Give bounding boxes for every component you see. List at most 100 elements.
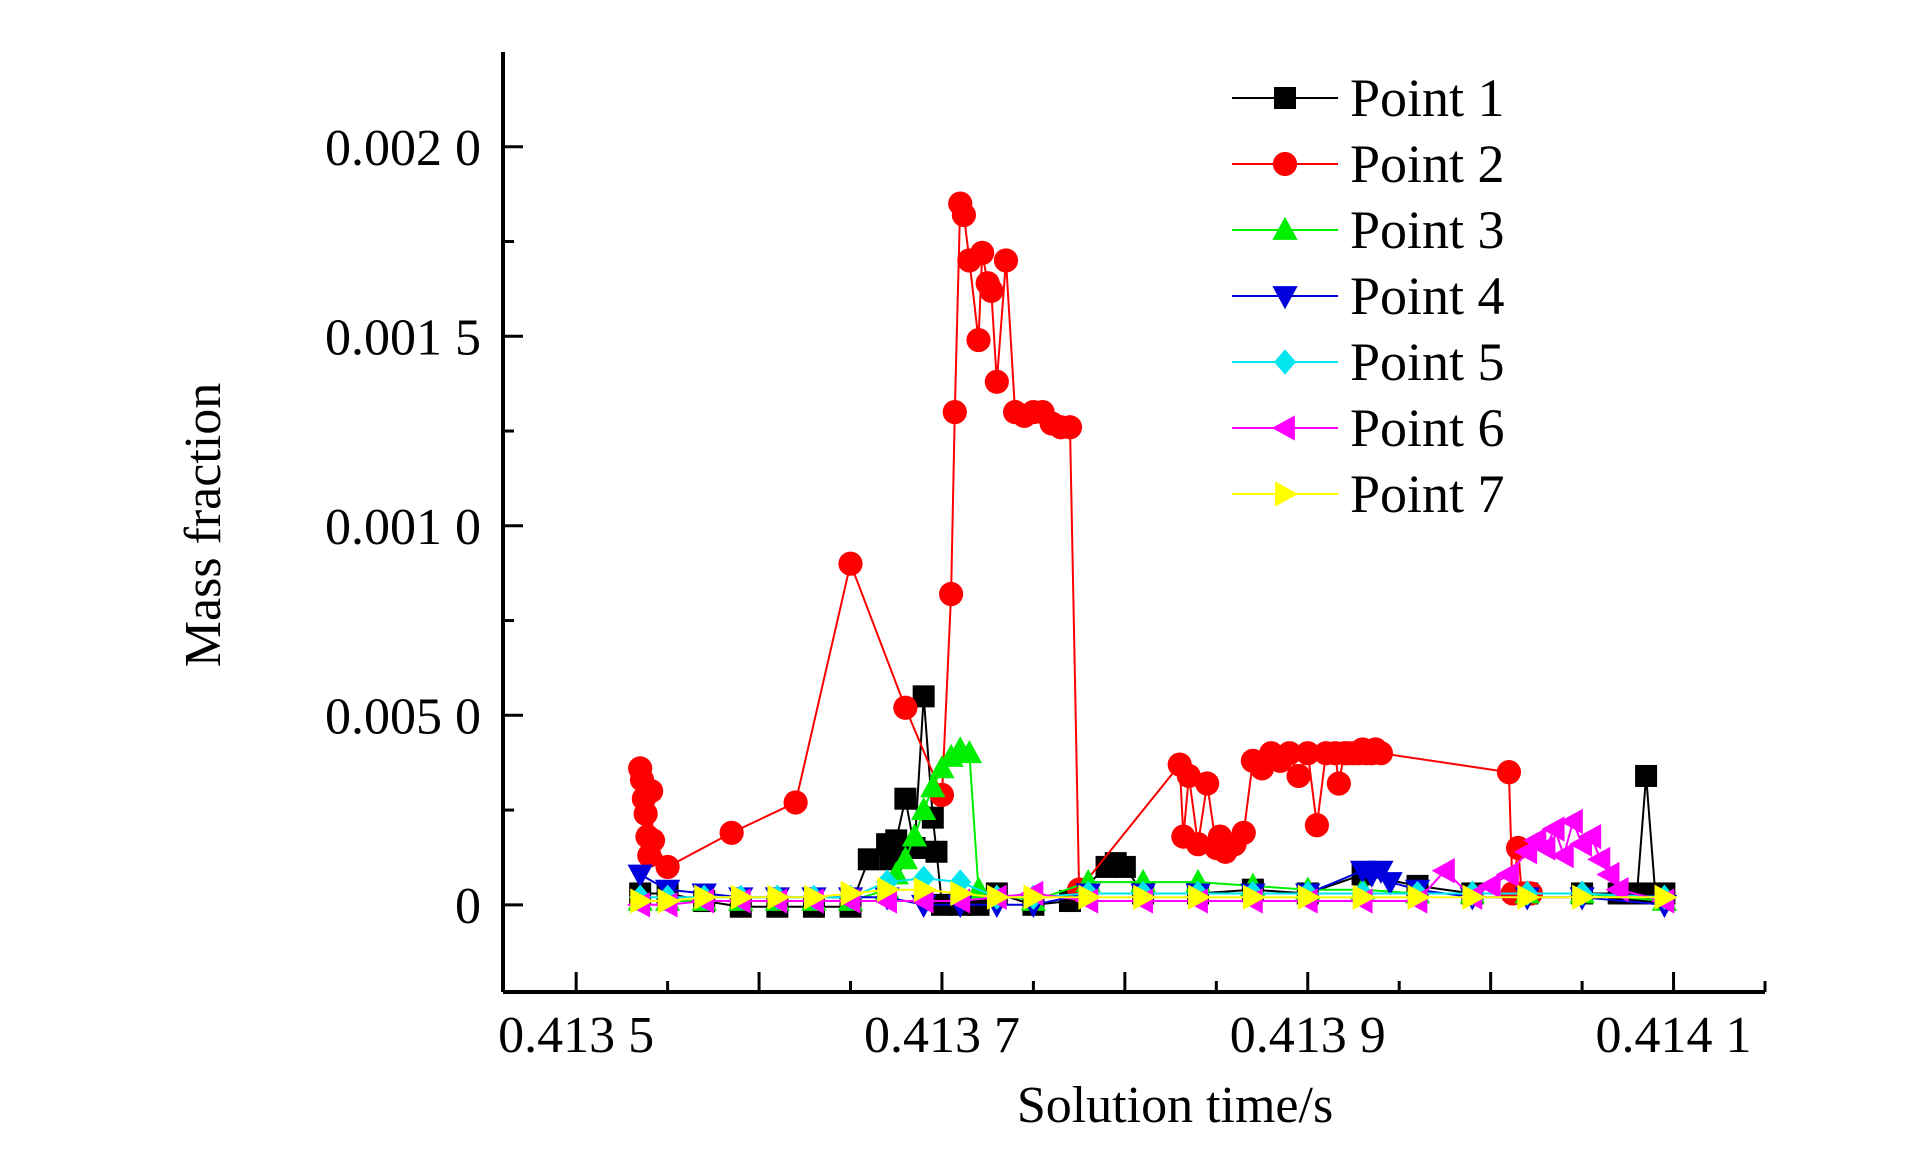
data-point: [1185, 832, 1211, 857]
data-point: [1078, 884, 1102, 910]
data-point: [1023, 884, 1047, 910]
data-point: [1295, 741, 1320, 766]
data-point: [804, 884, 828, 910]
data-point: [1477, 873, 1501, 899]
legend-marker: [1272, 216, 1298, 240]
legend-marker: [1275, 481, 1299, 507]
data-point: [939, 581, 964, 607]
data-point: [893, 695, 918, 720]
data-point: [913, 877, 937, 903]
data-point: [925, 840, 948, 863]
data-point: [1057, 415, 1083, 440]
legend-item: Point 1: [1232, 68, 1505, 128]
data-point: [1277, 741, 1302, 766]
data-point: [920, 774, 946, 798]
data-point: [911, 796, 937, 820]
data-point: [640, 828, 666, 853]
data-point: [1578, 823, 1602, 850]
legend-label: Point 5: [1350, 332, 1505, 392]
y-tick-label: 0.005 0: [325, 688, 481, 745]
data-point: [1176, 763, 1201, 789]
data-point: [910, 888, 934, 914]
data-point: [1304, 813, 1329, 838]
data-point: [1407, 884, 1431, 910]
legend-label: Point 3: [1350, 200, 1505, 260]
data-point: [942, 399, 967, 425]
data-point: [730, 884, 754, 910]
series-7: [630, 877, 1678, 914]
data-point: [1188, 884, 1212, 910]
data-point: [1559, 808, 1583, 835]
data-point: [838, 551, 863, 576]
x-tick-label: 0.413 9: [1230, 1007, 1386, 1064]
data-point: [657, 888, 681, 914]
legend-item: Point 6: [1232, 398, 1505, 458]
plot-series: [626, 191, 1678, 919]
data-point: [630, 888, 654, 914]
legend-label: Point 2: [1350, 134, 1505, 194]
y-tick-label: 0.002 0: [325, 120, 481, 177]
data-point: [694, 884, 718, 910]
y-tick-label: 0.001 5: [325, 309, 481, 366]
data-point: [1550, 842, 1574, 869]
x-tick-label: 0.414 1: [1596, 1007, 1752, 1064]
data-point: [873, 888, 897, 914]
legend-marker: [1274, 87, 1296, 109]
data-point: [1431, 858, 1455, 884]
data-point: [901, 823, 928, 847]
data-point: [1596, 861, 1620, 888]
x-axis-label: Solution time/s: [1017, 1077, 1333, 1134]
data-point: [1462, 884, 1486, 910]
data-point: [1495, 861, 1519, 888]
data-point: [894, 787, 917, 810]
data-point: [1496, 760, 1522, 785]
legend-label: Point 1: [1350, 68, 1505, 128]
legend-label: Point 6: [1350, 398, 1505, 458]
data-point: [1195, 771, 1220, 796]
data-point: [885, 829, 908, 852]
legend-item: Point 5: [1232, 332, 1505, 392]
legend-marker: [1271, 415, 1295, 441]
data-point: [1352, 884, 1376, 910]
data-point: [986, 884, 1011, 910]
data-point: [993, 248, 1019, 273]
legend-item: Point 2: [1232, 134, 1505, 194]
data-point: [840, 880, 864, 907]
legend-item: Point 3: [1232, 200, 1505, 260]
data-point: [1297, 884, 1321, 910]
data-point: [951, 202, 977, 228]
data-point: [970, 240, 995, 265]
data-point: [655, 854, 680, 880]
data-point: [767, 884, 791, 910]
y-tick-label: 0.001 0: [325, 499, 481, 556]
data-point: [1242, 884, 1267, 910]
data-point: [1517, 884, 1541, 910]
legend-item: Point 7: [1232, 464, 1505, 524]
data-point: [892, 846, 919, 870]
data-point: [1326, 771, 1351, 796]
y-tick-label: 0: [455, 878, 481, 935]
data-point: [912, 685, 935, 708]
data-point: [1368, 741, 1394, 766]
data-point: [950, 880, 974, 907]
legend-item: Point 4: [1232, 266, 1505, 326]
legend-label: Point 7: [1350, 464, 1505, 524]
y-axis-label: Mass fraction: [175, 383, 232, 667]
data-point: [1572, 884, 1596, 910]
x-tick-label: 0.413 5: [498, 1007, 654, 1064]
data-point: [877, 877, 901, 903]
data-point: [1654, 884, 1678, 910]
data-point: [956, 740, 983, 764]
data-point: [966, 327, 991, 353]
data-point: [1133, 884, 1157, 910]
data-point: [857, 848, 880, 871]
legend-marker: [1274, 349, 1296, 375]
data-point: [627, 864, 653, 888]
data-point: [1231, 820, 1256, 845]
data-point: [1635, 764, 1658, 787]
data-point: [1541, 816, 1565, 842]
data-point: [1605, 877, 1629, 903]
data-point: [1514, 839, 1538, 865]
legend-marker: [1272, 151, 1298, 177]
